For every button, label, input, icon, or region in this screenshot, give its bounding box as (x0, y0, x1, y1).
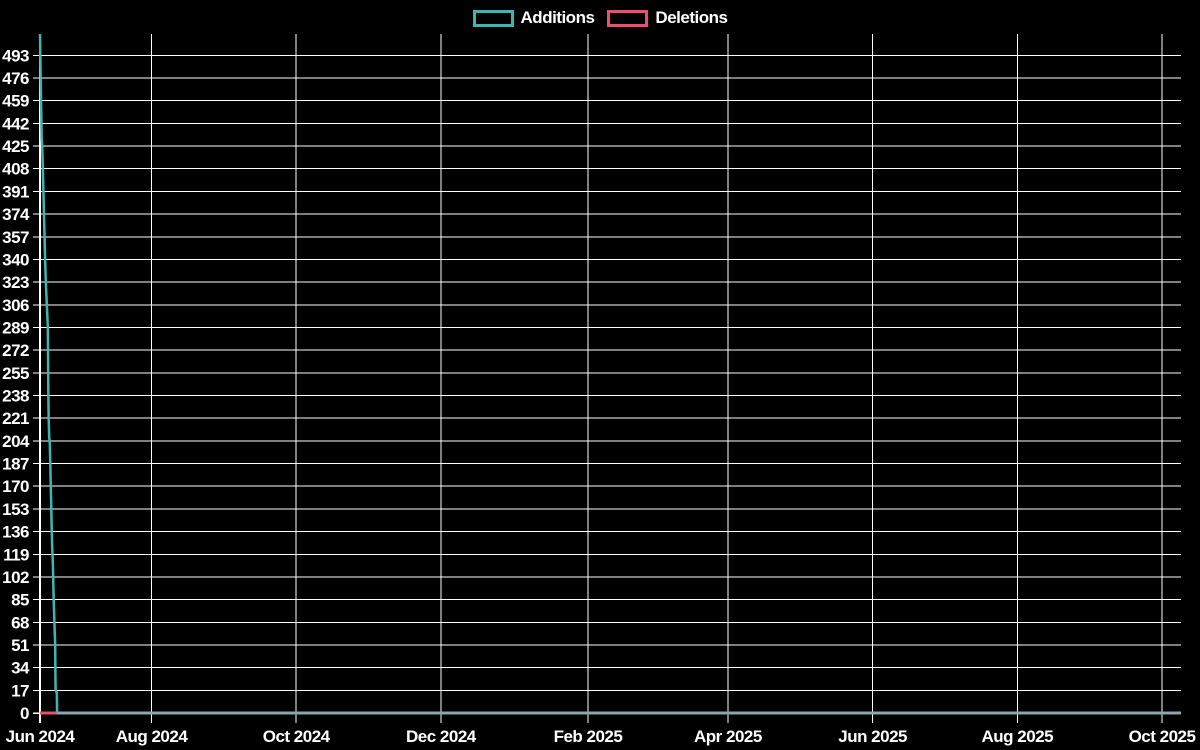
y-tick-label: 493 (2, 46, 29, 65)
y-tick-label: 272 (2, 341, 29, 360)
y-tick-label: 17 (11, 681, 29, 700)
x-tick-label: Oct 2024 (263, 727, 331, 746)
y-tick-label: 136 (2, 523, 29, 542)
y-tick-label: 153 (2, 500, 29, 519)
x-tick-label: Dec 2024 (406, 727, 477, 746)
y-tick-label: 238 (2, 387, 29, 406)
additions-line (38, 33, 59, 714)
y-tick-label: 68 (11, 613, 29, 632)
legend-label-deletions: Deletions (655, 8, 728, 27)
y-tick-label: 442 (2, 114, 29, 133)
x-tick-label: Aug 2024 (116, 727, 189, 746)
x-tick-label: Aug 2025 (982, 727, 1054, 746)
y-tick-label: 51 (11, 636, 29, 655)
y-tick-label: 34 (11, 659, 30, 678)
deletions-swatch (607, 9, 649, 27)
y-tick-label: 0 (20, 704, 29, 723)
y-tick-label: 306 (2, 296, 29, 315)
y-tick-label: 391 (2, 182, 29, 201)
y-tick-label: 340 (2, 250, 29, 269)
y-tick-label: 289 (2, 318, 29, 337)
y-tick-label: 408 (2, 160, 29, 179)
y-tick-label: 459 (2, 92, 29, 111)
legend-item-deletions[interactable]: Deletions (607, 8, 728, 28)
x-tick-label: Oct 2025 (1129, 727, 1196, 746)
y-tick-label: 425 (2, 137, 29, 156)
y-tick-label: 85 (11, 591, 29, 610)
y-tick-label: 221 (2, 409, 29, 428)
chart-legend: Additions Deletions (0, 8, 1200, 28)
y-tick-label: 102 (2, 568, 29, 587)
y-tick-label: 374 (2, 205, 30, 224)
legend-label-additions: Additions (520, 8, 595, 27)
legend-item-additions[interactable]: Additions (472, 8, 595, 28)
additions-swatch (472, 9, 514, 27)
y-tick-label: 323 (2, 273, 29, 292)
x-tick-label: Feb 2025 (554, 727, 623, 746)
y-tick-label: 255 (2, 364, 29, 383)
y-tick-label: 119 (3, 545, 29, 564)
y-tick-label: 476 (2, 69, 29, 88)
x-tick-label: Jun 2024 (6, 727, 76, 746)
y-tick-label: 187 (2, 455, 29, 474)
y-tick-label: 204 (2, 432, 30, 451)
y-tick-label: 357 (2, 228, 29, 247)
x-tick-label: Jun 2025 (838, 727, 907, 746)
x-tick-label: Apr 2025 (694, 727, 762, 746)
y-tick-label: 170 (2, 477, 29, 496)
